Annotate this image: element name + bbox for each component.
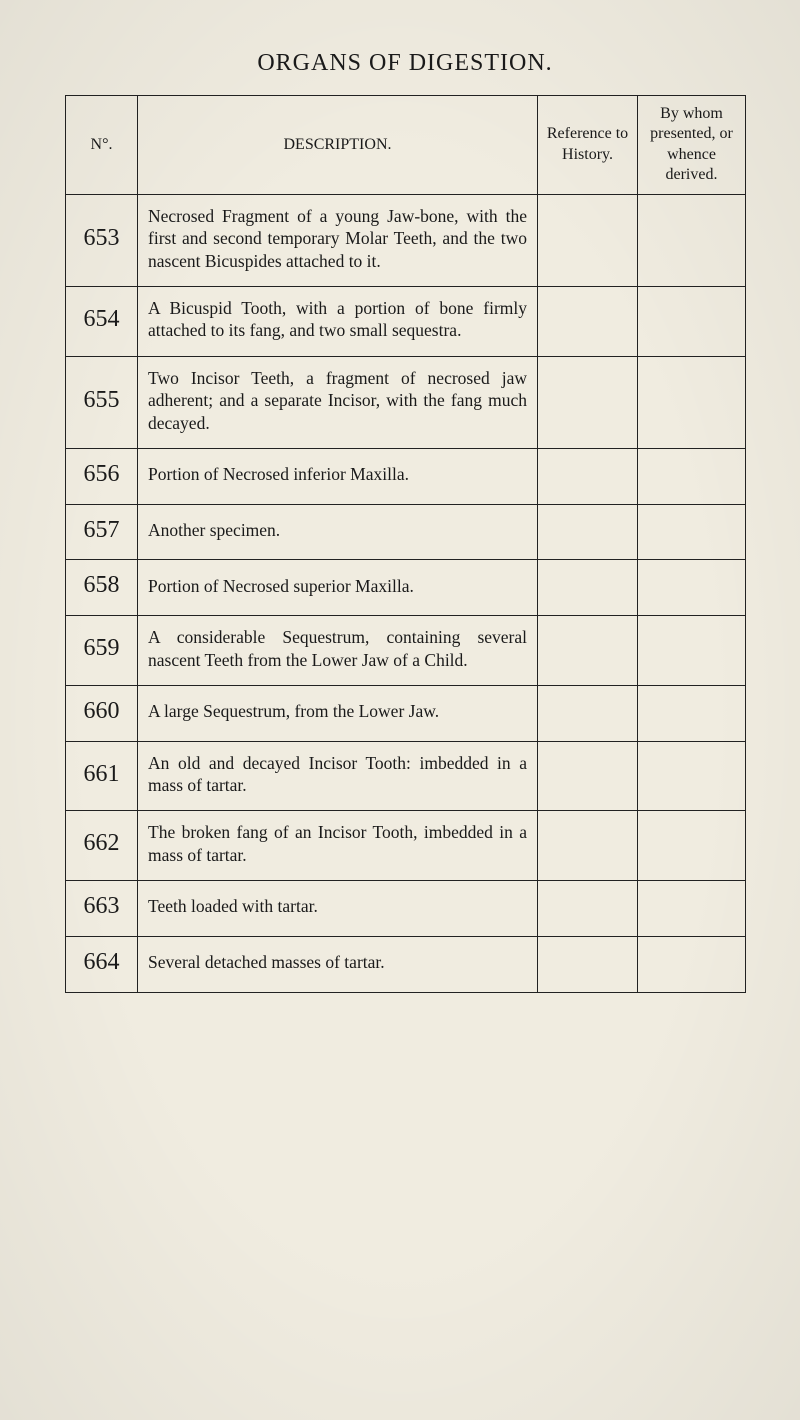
cell-by xyxy=(638,194,746,286)
cell-desc: Several detached masses of tartar. xyxy=(138,936,538,992)
cell-no: 655 xyxy=(66,356,138,448)
cell-desc: A large Sequestrum, from the Lower Jaw. xyxy=(138,685,538,741)
table-row: 658 Portion of Necrosed superior Maxilla… xyxy=(66,560,746,616)
cell-desc: Teeth loaded with tartar. xyxy=(138,881,538,937)
cell-desc: An old and decayed Incisor Tooth: imbedd… xyxy=(138,741,538,811)
cell-no: 664 xyxy=(66,936,138,992)
table-row: 660 A large Sequestrum, from the Lower J… xyxy=(66,685,746,741)
cell-ref xyxy=(538,287,638,357)
table-row: 656 Portion of Necrosed inferior Maxilla… xyxy=(66,449,746,505)
table-row: 659 A considerable Sequestrum, containin… xyxy=(66,616,746,686)
cell-by xyxy=(638,685,746,741)
cell-ref xyxy=(538,560,638,616)
cell-ref xyxy=(538,936,638,992)
col-header-no: N°. xyxy=(66,96,138,195)
cell-desc: A considerable Sequestrum, containing se… xyxy=(138,616,538,686)
cell-no: 661 xyxy=(66,741,138,811)
cell-by xyxy=(638,811,746,881)
cell-desc: Necrosed Fragment of a young Jaw-bone, w… xyxy=(138,194,538,286)
cell-ref xyxy=(538,811,638,881)
cell-by xyxy=(638,881,746,937)
cell-desc: The broken fang of an Incisor Tooth, imb… xyxy=(138,811,538,881)
cell-by xyxy=(638,560,746,616)
cell-ref xyxy=(538,504,638,560)
page-title: ORGANS OF DIGESTION. xyxy=(65,50,745,77)
cell-by xyxy=(638,356,746,448)
cell-no: 653 xyxy=(66,194,138,286)
page: ORGANS OF DIGESTION. N°. DESCRIPTION. Re… xyxy=(0,0,800,1420)
table-row: 657 Another specimen. xyxy=(66,504,746,560)
cell-by xyxy=(638,504,746,560)
cell-no: 663 xyxy=(66,881,138,937)
col-header-ref: Reference to History. xyxy=(538,96,638,195)
cell-no: 659 xyxy=(66,616,138,686)
table-row: 662 The broken fang of an Incisor Tooth,… xyxy=(66,811,746,881)
cell-by xyxy=(638,616,746,686)
col-header-by: By whom presented, or whence derived. xyxy=(638,96,746,195)
table-row: 663 Teeth loaded with tartar. xyxy=(66,881,746,937)
cell-no: 662 xyxy=(66,811,138,881)
col-header-desc: DESCRIPTION. xyxy=(138,96,538,195)
cell-no: 656 xyxy=(66,449,138,505)
cell-no: 654 xyxy=(66,287,138,357)
cell-ref xyxy=(538,741,638,811)
cell-desc: Another specimen. xyxy=(138,504,538,560)
specimen-table: N°. DESCRIPTION. Reference to History. B… xyxy=(65,95,746,993)
table-body: 653 Necrosed Fragment of a young Jaw-bon… xyxy=(66,194,746,992)
cell-ref xyxy=(538,356,638,448)
table-row: 653 Necrosed Fragment of a young Jaw-bon… xyxy=(66,194,746,286)
cell-ref xyxy=(538,881,638,937)
table-row: 655 Two Incisor Teeth, a fragment of nec… xyxy=(66,356,746,448)
cell-by xyxy=(638,741,746,811)
cell-no: 658 xyxy=(66,560,138,616)
cell-by xyxy=(638,449,746,505)
cell-no: 660 xyxy=(66,685,138,741)
table-row: 654 A Bicuspid Tooth, with a portion of … xyxy=(66,287,746,357)
cell-desc: Portion of Necrosed superior Maxilla. xyxy=(138,560,538,616)
cell-ref xyxy=(538,616,638,686)
cell-desc: A Bicuspid Tooth, with a portion of bone… xyxy=(138,287,538,357)
cell-desc: Two Incisor Teeth, a fragment of necrose… xyxy=(138,356,538,448)
cell-ref xyxy=(538,449,638,505)
table-header-row: N°. DESCRIPTION. Reference to History. B… xyxy=(66,96,746,195)
table-row: 661 An old and decayed Incisor Tooth: im… xyxy=(66,741,746,811)
table-row: 664 Several detached masses of tartar. xyxy=(66,936,746,992)
cell-no: 657 xyxy=(66,504,138,560)
cell-ref xyxy=(538,194,638,286)
cell-by xyxy=(638,936,746,992)
cell-ref xyxy=(538,685,638,741)
cell-by xyxy=(638,287,746,357)
cell-desc: Portion of Necrosed inferior Maxilla. xyxy=(138,449,538,505)
